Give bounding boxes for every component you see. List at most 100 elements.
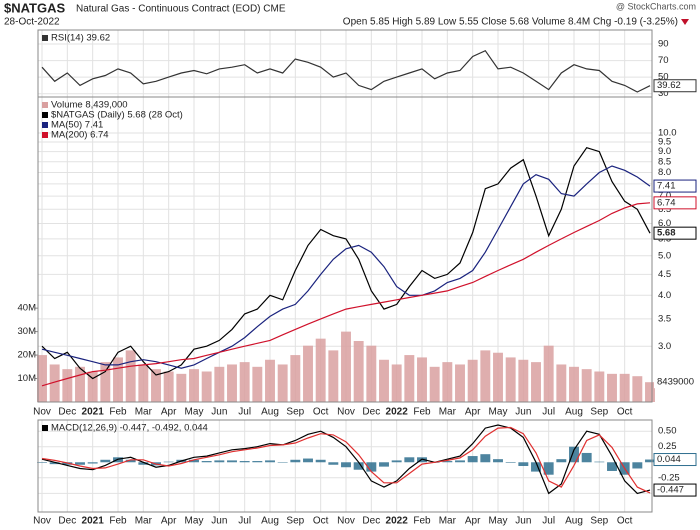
x-tick-label: Jun: [515, 407, 531, 418]
bar: [189, 369, 199, 402]
x-tick-label: Nov: [33, 407, 51, 418]
x-tick-label: Jun: [515, 516, 531, 527]
x-tick-label: Sep: [286, 516, 304, 527]
bar: [37, 355, 47, 402]
x-tick-label: Apr: [161, 407, 177, 418]
legend-entry: MA(200) 6.74: [51, 130, 109, 141]
x-tick-label: May: [489, 407, 508, 418]
bar: [290, 459, 301, 463]
line: [41, 424, 651, 495]
bar: [49, 462, 60, 465]
legend-swatch: [42, 132, 48, 138]
bar: [201, 371, 212, 402]
bar: [201, 461, 212, 463]
bar: [442, 461, 453, 463]
bar: [100, 459, 111, 463]
last-value-tag: [654, 376, 696, 389]
bar: [290, 355, 301, 402]
x-tick-label: 2022: [386, 516, 409, 527]
bar: [176, 373, 187, 402]
quote: Open 5.85 High 5.89 Low 5.55 Close 5.68 …: [343, 17, 678, 28]
legend-entry: MACD(12,26,9) -0.447, -0.492, 0.044: [51, 423, 208, 434]
bar: [265, 359, 275, 402]
bar: [467, 359, 478, 402]
y2-tick-label: 30M: [18, 326, 37, 337]
last-value-label: 5.68: [657, 228, 676, 239]
bar: [366, 462, 377, 472]
bar: [619, 373, 630, 402]
legend-swatch: [42, 102, 48, 108]
x-tick-label: Oct: [313, 407, 329, 418]
last-value-label: -0.447: [657, 485, 684, 496]
x-tick-label: Mar: [135, 407, 153, 418]
x-tick-label: Oct: [313, 516, 329, 527]
bar: [632, 376, 643, 402]
line: [41, 426, 651, 494]
bar: [455, 460, 465, 463]
x-tick-label: 2021: [82, 407, 105, 418]
y-tick-label: 3.0: [658, 341, 671, 352]
bar: [531, 462, 541, 472]
bar: [328, 350, 339, 402]
bar: [277, 462, 288, 463]
y-tick-label: 0.25: [658, 441, 677, 452]
y2-tick-label: 20M: [18, 350, 37, 361]
bar: [341, 462, 351, 468]
bar: [404, 355, 415, 402]
x-tick-label: Nov: [33, 516, 51, 527]
x-tick-label: Apr: [465, 516, 481, 527]
y-tick-label: 0.50: [658, 426, 677, 437]
x-tick-label: Apr: [161, 516, 177, 527]
bar: [455, 364, 465, 402]
y-tick-label: 8.0: [658, 167, 671, 178]
y-tick-label: 5.0: [658, 250, 671, 261]
x-tick-label: Jun: [211, 407, 227, 418]
x-tick-label: Oct: [617, 516, 633, 527]
bar: [607, 373, 617, 402]
bar: [239, 461, 250, 463]
bar: [163, 371, 174, 402]
bar: [442, 362, 453, 402]
bar: [125, 459, 136, 463]
bar: [113, 357, 123, 402]
last-value-label: 7.41: [657, 181, 676, 192]
bar: [556, 459, 567, 463]
x-tick-label: Feb: [109, 516, 127, 527]
bar: [303, 345, 313, 402]
bar: [353, 462, 364, 470]
panel-frame: [37, 419, 653, 513]
x-tick-label: Mar: [135, 516, 153, 527]
x-tick-label: Nov: [337, 516, 355, 527]
x-tick-label: Jun: [211, 516, 227, 527]
down-arrow: [681, 19, 689, 25]
legend-entry: Volume 8,439,000: [51, 100, 128, 111]
bar: [581, 369, 592, 402]
bar: [518, 462, 529, 466]
bar: [480, 350, 491, 402]
bar: [581, 452, 592, 463]
last-value-label: 6.74: [657, 197, 676, 208]
bar: [315, 338, 326, 402]
bar: [493, 352, 503, 402]
y-tick-label: 6.0: [658, 218, 671, 229]
y-tick-label: 4.0: [658, 290, 671, 301]
bar: [252, 366, 263, 402]
bar: [37, 462, 47, 463]
bar: [239, 362, 250, 402]
x-tick-label: Aug: [261, 516, 279, 527]
x-tick-label: Jul: [238, 516, 251, 527]
y-tick-label: 50: [658, 72, 669, 83]
y2-tick-label: 10M: [18, 373, 37, 384]
bar: [62, 369, 73, 402]
bar: [75, 366, 85, 402]
line: [41, 202, 651, 387]
legend-swatch: [42, 425, 48, 431]
bar: [493, 459, 503, 463]
y-tick-label: 9.0: [658, 146, 671, 157]
line: [41, 49, 651, 93]
y-tick-label: -0.25: [658, 472, 680, 483]
bar: [138, 364, 149, 402]
x-tick-label: Aug: [261, 407, 279, 418]
bar: [315, 459, 326, 463]
bar: [594, 461, 605, 463]
